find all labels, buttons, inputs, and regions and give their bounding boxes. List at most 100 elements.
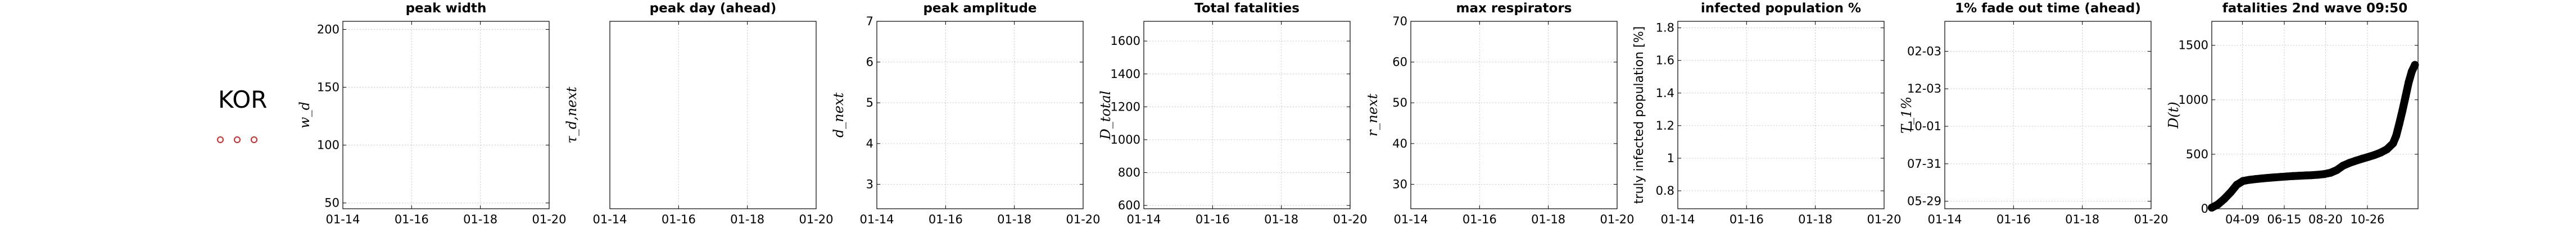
chart-title: fatalities 2nd wave 09:50: [2222, 1, 2407, 16]
y-tick-label: 02-03: [1907, 44, 1941, 58]
x-tick-label: 01-18: [997, 213, 1031, 226]
x-tick-label: 10-26: [2350, 213, 2384, 226]
x-tick-label: 01-16: [929, 213, 963, 226]
x-tick-label: 01-16: [1463, 213, 1497, 226]
y-axis-label: truly infected population [%]: [1632, 26, 1646, 204]
x-tick-label: 01-18: [1264, 213, 1298, 226]
y-tick-label: 500: [2186, 148, 2208, 161]
chart-title: peak day (ahead): [650, 1, 777, 16]
x-tick-label: 01-14: [592, 213, 627, 226]
data-point: [2214, 200, 2222, 209]
x-tick-label: 08-20: [2308, 213, 2343, 226]
data-point: [2395, 120, 2403, 128]
country-label-group: KOR: [217, 86, 268, 143]
data-point: [2389, 139, 2397, 148]
data-point: [2339, 162, 2347, 170]
data-point: [2314, 171, 2323, 179]
data-point: [2326, 168, 2335, 177]
data-point: [2345, 159, 2353, 167]
data-point: [2407, 67, 2416, 76]
chart-panel: max respirators 01-14 01-16 01-18 01-20 30 40 5…: [1365, 1, 1635, 226]
y-tick-label: 05-29: [1907, 195, 1941, 208]
axes-frame: [876, 21, 1084, 209]
data-point: [2351, 157, 2360, 165]
x-tick-label: 01-14: [1393, 213, 1428, 226]
data-point: [2333, 166, 2341, 175]
y-axis-label: D(t): [2166, 102, 2181, 129]
y-tick-label: 50: [1392, 96, 1407, 109]
y-tick-label: 1400: [1111, 67, 1140, 81]
x-tick-label: 01-16: [662, 213, 696, 226]
y-tick-label: 6: [866, 56, 873, 69]
axes-frame: [1944, 21, 2152, 209]
x-tick-label: 01-18: [463, 213, 497, 226]
x-tick-label: 01-14: [1126, 213, 1161, 226]
y-axis-label: r_next: [1365, 93, 1380, 136]
chart-panel: peak amplitude 01-14 01-16 01-18 01-20 3 4 5 6 7 d…: [831, 1, 1101, 226]
axes-frame: [609, 21, 817, 209]
x-tick-label: 01-14: [1660, 213, 1695, 226]
data-point: [2398, 107, 2407, 115]
axes-frame: [1677, 21, 1885, 209]
country-marker: [251, 136, 257, 143]
y-tick-label: 0.8: [1656, 184, 1674, 198]
chart-panel: infected population % 01-14 01-16 01-18 01-2…: [1632, 1, 1902, 226]
y-tick-label: 150: [317, 81, 339, 94]
data-point: [2283, 172, 2291, 181]
x-tick-label: 01-20: [1600, 213, 1634, 226]
country-code: KOR: [218, 86, 268, 113]
chart-title: infected population %: [1701, 1, 1861, 16]
chart-title: max respirators: [1456, 1, 1572, 16]
chart-title: peak width: [406, 1, 487, 16]
data-point: [2245, 176, 2253, 184]
axes-frame: [1143, 21, 1351, 209]
data-point: [2289, 172, 2297, 180]
data-point: [2233, 181, 2241, 189]
x-tick-label: 01-20: [2134, 213, 2168, 226]
y-tick-label: 12-03: [1907, 82, 1941, 95]
chart-title: Total fatalities: [1194, 1, 1300, 16]
y-tick-label: 1.2: [1656, 119, 1674, 132]
x-tick-label: 01-14: [859, 213, 894, 226]
data-point: [2301, 171, 2310, 180]
chart-title: peak amplitude: [923, 1, 1036, 16]
country-marker: [217, 136, 224, 143]
x-tick-label: 01-20: [1867, 213, 1901, 226]
data-point: [2270, 173, 2279, 182]
y-tick-label: 10-01: [1907, 120, 1941, 133]
y-axis-label: d_next: [831, 93, 846, 138]
y-axis-label: T_1%: [1899, 97, 1914, 134]
x-tick-label: 01-20: [1066, 213, 1100, 226]
data-point: [2364, 153, 2373, 161]
x-tick-label: 01-16: [395, 213, 429, 226]
x-tick-label: 01-16: [1730, 213, 1764, 226]
y-tick-label: 1.8: [1656, 21, 1674, 35]
data-point: [2295, 172, 2303, 180]
chart-panel: peak day (ahead) 01-14 01-16 01-18 01-20 τ_d,…: [564, 1, 834, 226]
chart-title: 1% fade out time (ahead): [1955, 1, 2141, 16]
y-tick-label: 1000: [1111, 133, 1140, 146]
y-tick-label: 800: [1118, 166, 1140, 180]
axes-frame: [342, 21, 550, 209]
y-tick-label: 3: [866, 177, 873, 191]
data-point: [2307, 171, 2316, 180]
x-tick-label: 01-18: [2065, 213, 2099, 226]
chart-panel: 1% fade out time (ahead) 01-14 01-16 01-18 0…: [1899, 1, 2168, 226]
x-tick-label: 01-20: [799, 213, 833, 226]
y-tick-label: 100: [317, 139, 339, 152]
y-tick-label: 5: [866, 96, 873, 109]
x-tick-label: 01-18: [1798, 213, 1832, 226]
y-tick-label: 1000: [2179, 93, 2208, 107]
x-tick-label: 01-18: [730, 213, 764, 226]
y-tick-label: 60: [1392, 56, 1407, 69]
y-tick-label: 07-31: [1907, 157, 1941, 171]
data-point: [2370, 151, 2379, 159]
x-tick-label: 01-16: [1196, 213, 1230, 226]
data-point: [2411, 61, 2419, 69]
y-tick-label: 1.6: [1656, 54, 1674, 67]
data-series: [2208, 61, 2419, 212]
country-markers: [217, 136, 257, 143]
data-point: [2251, 175, 2260, 183]
